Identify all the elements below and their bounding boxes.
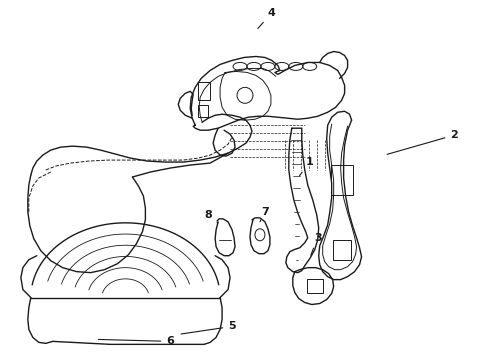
- Bar: [198, 105, 208, 117]
- Text: 3: 3: [311, 233, 321, 255]
- Text: 4: 4: [258, 8, 276, 28]
- Bar: [307, 279, 323, 293]
- Text: 8: 8: [204, 210, 218, 223]
- Text: 5: 5: [181, 321, 236, 334]
- Text: 1: 1: [299, 157, 314, 176]
- Text: 7: 7: [260, 207, 269, 222]
- Bar: [333, 240, 350, 260]
- Text: 2: 2: [387, 130, 458, 154]
- Bar: [331, 165, 353, 195]
- Text: 6: 6: [98, 336, 174, 346]
- Bar: [198, 82, 210, 100]
